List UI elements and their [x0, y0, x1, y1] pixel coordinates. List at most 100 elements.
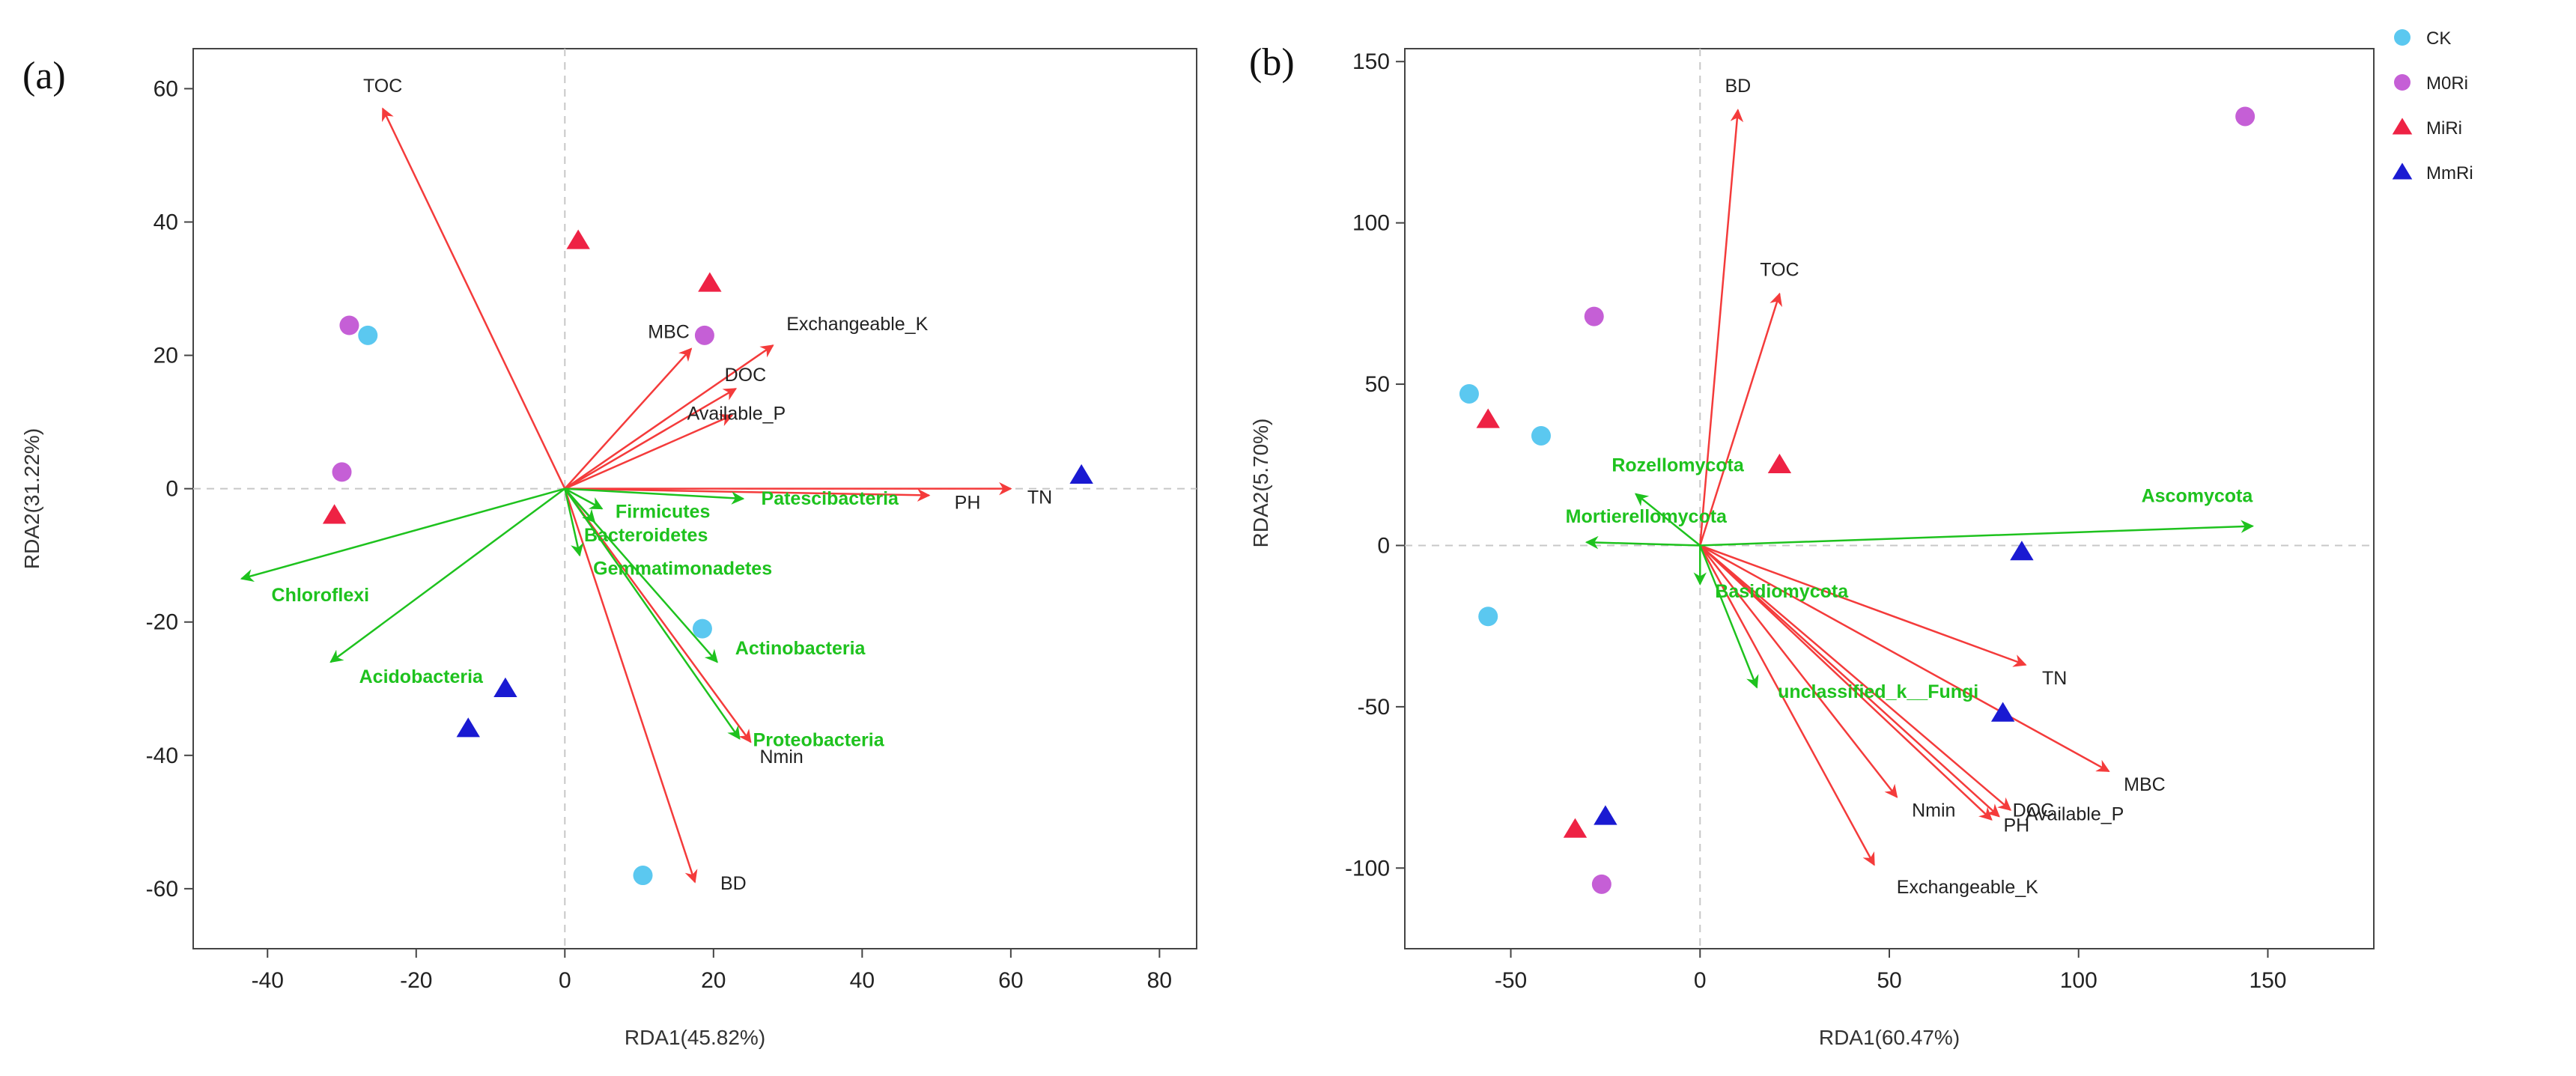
legend: CK M0Ri MiRi MmRi	[2392, 28, 2473, 183]
panel-a-env-arrow-ph	[565, 487, 931, 502]
panel-a-x-tick-label: 60	[998, 968, 1023, 993]
panel-b-env-label: Available_P	[2026, 804, 2124, 825]
panel-b-label: (b)	[1249, 41, 1295, 84]
legend-label-miri: MiRi	[2426, 118, 2462, 139]
panel-b-env-label: BD	[1725, 76, 1751, 97]
panel-b-point-m0ri	[1584, 306, 1604, 326]
panel-a-y-tick-label: 20	[154, 344, 178, 368]
panel-b-env-label: Exchangeable_K	[1897, 877, 2038, 898]
legend-label-mmri: MmRi	[2426, 163, 2473, 183]
panel-b-species-label: Ascomycota	[2142, 486, 2254, 507]
panel-a-env-label: PH	[955, 493, 981, 514]
panel-b-env-label: PH	[2003, 815, 2029, 836]
panel-b-point-miri	[1476, 408, 1500, 428]
legend-label-m0ri: M0Ri	[2426, 73, 2468, 94]
panel-b-x-axis-title: RDA1(60.47%)	[1819, 1026, 1960, 1049]
panel-a-env-arrow-available-p	[564, 414, 734, 490]
panel-a-species-arrow-patescibacteria	[565, 487, 745, 505]
panel-b-point-mmri	[1990, 702, 2015, 722]
panel-b-point-mmri	[2010, 541, 2034, 561]
panel-a-point-m0ri	[339, 315, 359, 335]
panel-a-y-tick-label: 60	[154, 76, 178, 101]
panel-a-point-mmri	[456, 717, 480, 738]
panel-a-species-arrow-chloroflexi	[240, 487, 565, 583]
panel-a-point-mmri	[1069, 463, 1093, 484]
panel-b-point-m0ri	[2235, 106, 2255, 127]
panel-a-env-arrow-exchangeable-k	[564, 344, 774, 490]
panel-a-species-label: Gemmatimonadetes	[593, 559, 772, 580]
panel-a-env-label: TOC	[363, 76, 402, 97]
panel-b-species-arrow-unclassified-k--fungi	[1699, 545, 1759, 689]
panel-a-y-tick-label: 0	[165, 477, 178, 502]
panel-a-species-arrow-acidobacteria	[329, 487, 566, 663]
panel-a-y-tick-label: -60	[146, 877, 178, 902]
panel-b-point-ck	[1459, 383, 1479, 404]
panel-a-x-tick-label: -20	[400, 968, 432, 993]
panel-a-point-miri	[322, 504, 347, 524]
panel-a-env-label: TN	[1027, 487, 1052, 508]
panel-a-x-tick-label: 80	[1147, 968, 1172, 993]
panel-b-species-label: Rozellomycota	[1611, 455, 1745, 476]
panel-b-env-arrow-bd	[1699, 109, 1744, 546]
panel-a: (a) -40 -20 0 20 40 60 80 -60 -40 -20 0 20 40 60 TOC MB…	[20, 48, 1197, 1049]
panel-b-env-arrow-nmin	[1699, 544, 1898, 798]
panel-a-point-miri	[698, 272, 722, 292]
panel-b-x-tick-label: 100	[2060, 968, 2097, 993]
panel-a-env-arrow-doc	[564, 388, 738, 490]
panel-a-species-arrow-firmicutes	[564, 487, 604, 510]
panel-b-x-tick-label: 150	[2249, 968, 2286, 993]
panel-b-species-arrow-ascomycota	[1700, 520, 2254, 547]
panel-a-species-arrow-gemmatimonadetes	[564, 488, 584, 557]
panel-a-y-tick-label: 40	[154, 210, 178, 234]
panel-b-point-ck	[1478, 607, 1498, 627]
panel-a-env-label: BD	[720, 873, 747, 894]
legend-marker-miri	[2392, 118, 2413, 135]
panel-a-plot-frame	[192, 48, 1197, 949]
panel-a-plot-area: -40 -20 0 20 40 60 80 -60 -40 -20 0 20 40 60 TOC MBC Exc…	[146, 49, 1197, 993]
panel-a-env-arrow-bd	[564, 488, 698, 884]
panel-a-env-label: Exchangeable_K	[786, 314, 928, 335]
legend-label-ck: CK	[2426, 28, 2451, 49]
panel-b-y-tick-label: -50	[1358, 695, 1390, 720]
panel-b-env-arrow-exchangeable-k	[1699, 544, 1875, 866]
panel-b-env-arrow-ph	[1699, 544, 1993, 821]
panel-a-x-axis-title: RDA1(45.82%)	[625, 1026, 765, 1049]
panel-b-env-label: TN	[2042, 668, 2067, 689]
panel-a-x-tick-label: 0	[559, 968, 571, 993]
panel-b-species-arrow-rozellomycota	[1634, 493, 1701, 547]
panel-b: (b) -50 0 50 100 150 -100 -50 0 50 100 150 BD TOC TN M…	[1249, 41, 2375, 1049]
panel-a-species-label: Patescibacteria	[762, 488, 900, 509]
panel-b-y-tick-label: 150	[1352, 49, 1390, 74]
panel-b-y-tick-label: 100	[1352, 211, 1390, 236]
panel-a-point-ck	[692, 618, 712, 639]
panel-b-x-tick-label: 0	[1694, 968, 1707, 993]
panel-a-point-mmri	[493, 677, 517, 697]
panel-a-species-label: Acidobacteria	[359, 666, 484, 687]
panel-a-point-m0ri	[694, 325, 714, 345]
panel-b-x-tick-label: -50	[1495, 968, 1527, 993]
panel-b-env-label: MBC	[2124, 774, 2166, 795]
panel-a-label: (a)	[22, 55, 66, 97]
panel-a-x-tick-label: 40	[850, 968, 875, 993]
panel-a-env-label: Nmin	[759, 747, 803, 768]
panel-a-point-m0ri	[332, 462, 352, 482]
panel-a-species-label: Bacteroidetes	[584, 525, 708, 546]
panel-a-env-label: Available_P	[687, 404, 786, 425]
panel-b-species-label: Mortierellomycota	[1566, 506, 1728, 527]
panel-b-point-mmri	[1594, 805, 1617, 825]
panel-b-y-tick-label: -100	[1345, 856, 1390, 881]
legend-marker-m0ri	[2394, 74, 2411, 91]
panel-a-env-label: DOC	[725, 365, 767, 386]
panel-a-species-label: Proteobacteria	[753, 730, 885, 751]
panel-a-point-ck	[358, 325, 378, 345]
panel-b-y-tick-label: 0	[1377, 533, 1390, 558]
panel-a-y-axis-title: RDA2(31.22%)	[20, 428, 43, 569]
panel-a-species-arrow-actinobacteria	[564, 487, 718, 663]
panel-a-species-label: Actinobacteria	[735, 638, 866, 659]
panel-b-y-tick-label: 50	[1365, 372, 1390, 397]
panel-a-env-label: MBC	[648, 322, 690, 343]
panel-b-species-label: unclassified_k__Fungi	[1778, 681, 1978, 702]
panel-b-point-ck	[1531, 425, 1551, 446]
panel-b-env-arrow-mbc	[1699, 544, 2110, 773]
